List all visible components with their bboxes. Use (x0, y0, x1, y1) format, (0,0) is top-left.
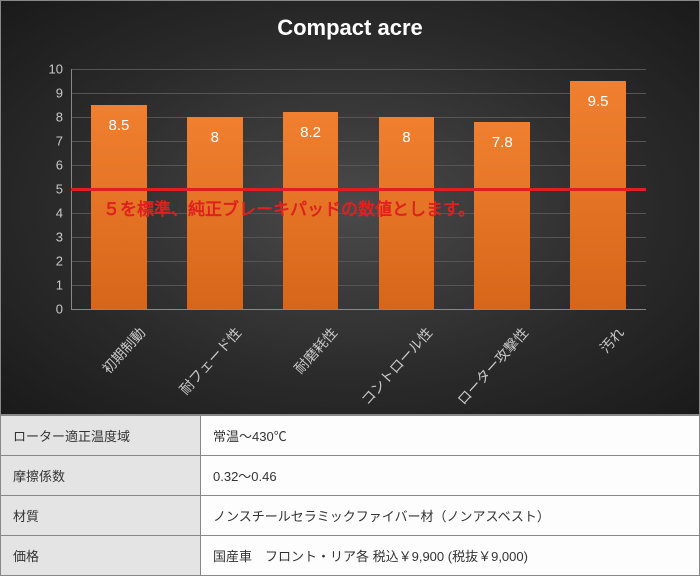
chart-title: Compact acre (1, 15, 699, 41)
bar: 9.5 (570, 81, 626, 309)
table-value: ノンスチールセラミックファイバー材（ノンアスベスト） (201, 496, 700, 536)
gridline (71, 237, 646, 238)
gridline (71, 117, 646, 118)
gridline (71, 69, 646, 70)
table-key: 摩擦係数 (1, 456, 201, 496)
table-value: 国産車 フロント・リア各 税込￥9,900 (税抜￥9,000) (201, 536, 700, 576)
y-tick-label: 6 (39, 158, 63, 173)
bar-value-label: 8 (379, 129, 435, 146)
bar: 7.8 (474, 122, 530, 309)
table-value: 常温～430℃ (201, 416, 700, 456)
baseline-line (71, 188, 646, 191)
gridline (71, 93, 646, 94)
y-tick-label: 9 (39, 86, 63, 101)
gridline (71, 165, 646, 166)
table-row: 摩擦係数0.32～0.46 (1, 456, 700, 496)
table-row: ローター適正温度域常温～430℃ (1, 416, 700, 456)
x-tick-label: 耐フェード性 (164, 323, 246, 411)
y-tick-label: 0 (39, 302, 63, 317)
bar-value-label: 7.8 (474, 134, 530, 151)
gridline (71, 141, 646, 142)
bar-value-label: 8 (187, 129, 243, 146)
baseline-text: ５を標準、純正ブレーキパッドの数値とします。 (103, 195, 475, 220)
y-tick-label: 2 (39, 254, 63, 269)
chart-plot: 0123456789108.5初期制動8耐フェード性8.2耐磨耗性8コントロール… (71, 69, 646, 309)
x-tick-label: 汚れ (547, 323, 629, 411)
bar-value-label: 9.5 (570, 93, 626, 110)
table-row: 材質ノンスチールセラミックファイバー材（ノンアスベスト） (1, 496, 700, 536)
x-tick-label: ローター攻撃性 (451, 323, 533, 411)
gridline (71, 285, 646, 286)
x-tick-label: コントロール性 (355, 323, 437, 411)
x-tick-label: 耐磨耗性 (260, 323, 342, 411)
spec-table: ローター適正温度域常温～430℃摩擦係数0.32～0.46材質ノンスチールセラミ… (0, 415, 700, 576)
gridline (71, 261, 646, 262)
y-tick-label: 4 (39, 206, 63, 221)
bar-value-label: 8.5 (91, 117, 147, 134)
y-tick-label: 7 (39, 134, 63, 149)
y-tick-label: 1 (39, 278, 63, 293)
chart-panel: Compact acre 0123456789108.5初期制動8耐フェード性8… (0, 0, 700, 415)
x-tick-label: 初期制動 (68, 323, 150, 411)
y-tick-label: 8 (39, 110, 63, 125)
table-key: 価格 (1, 536, 201, 576)
table-key: ローター適正温度域 (1, 416, 201, 456)
bar-value-label: 8.2 (283, 124, 339, 141)
x-axis-line (71, 309, 646, 310)
y-tick-label: 10 (39, 62, 63, 77)
table-key: 材質 (1, 496, 201, 536)
table-value: 0.32～0.46 (201, 456, 700, 496)
y-tick-label: 3 (39, 230, 63, 245)
table-row: 価格国産車 フロント・リア各 税込￥9,900 (税抜￥9,000) (1, 536, 700, 576)
y-tick-label: 5 (39, 182, 63, 197)
